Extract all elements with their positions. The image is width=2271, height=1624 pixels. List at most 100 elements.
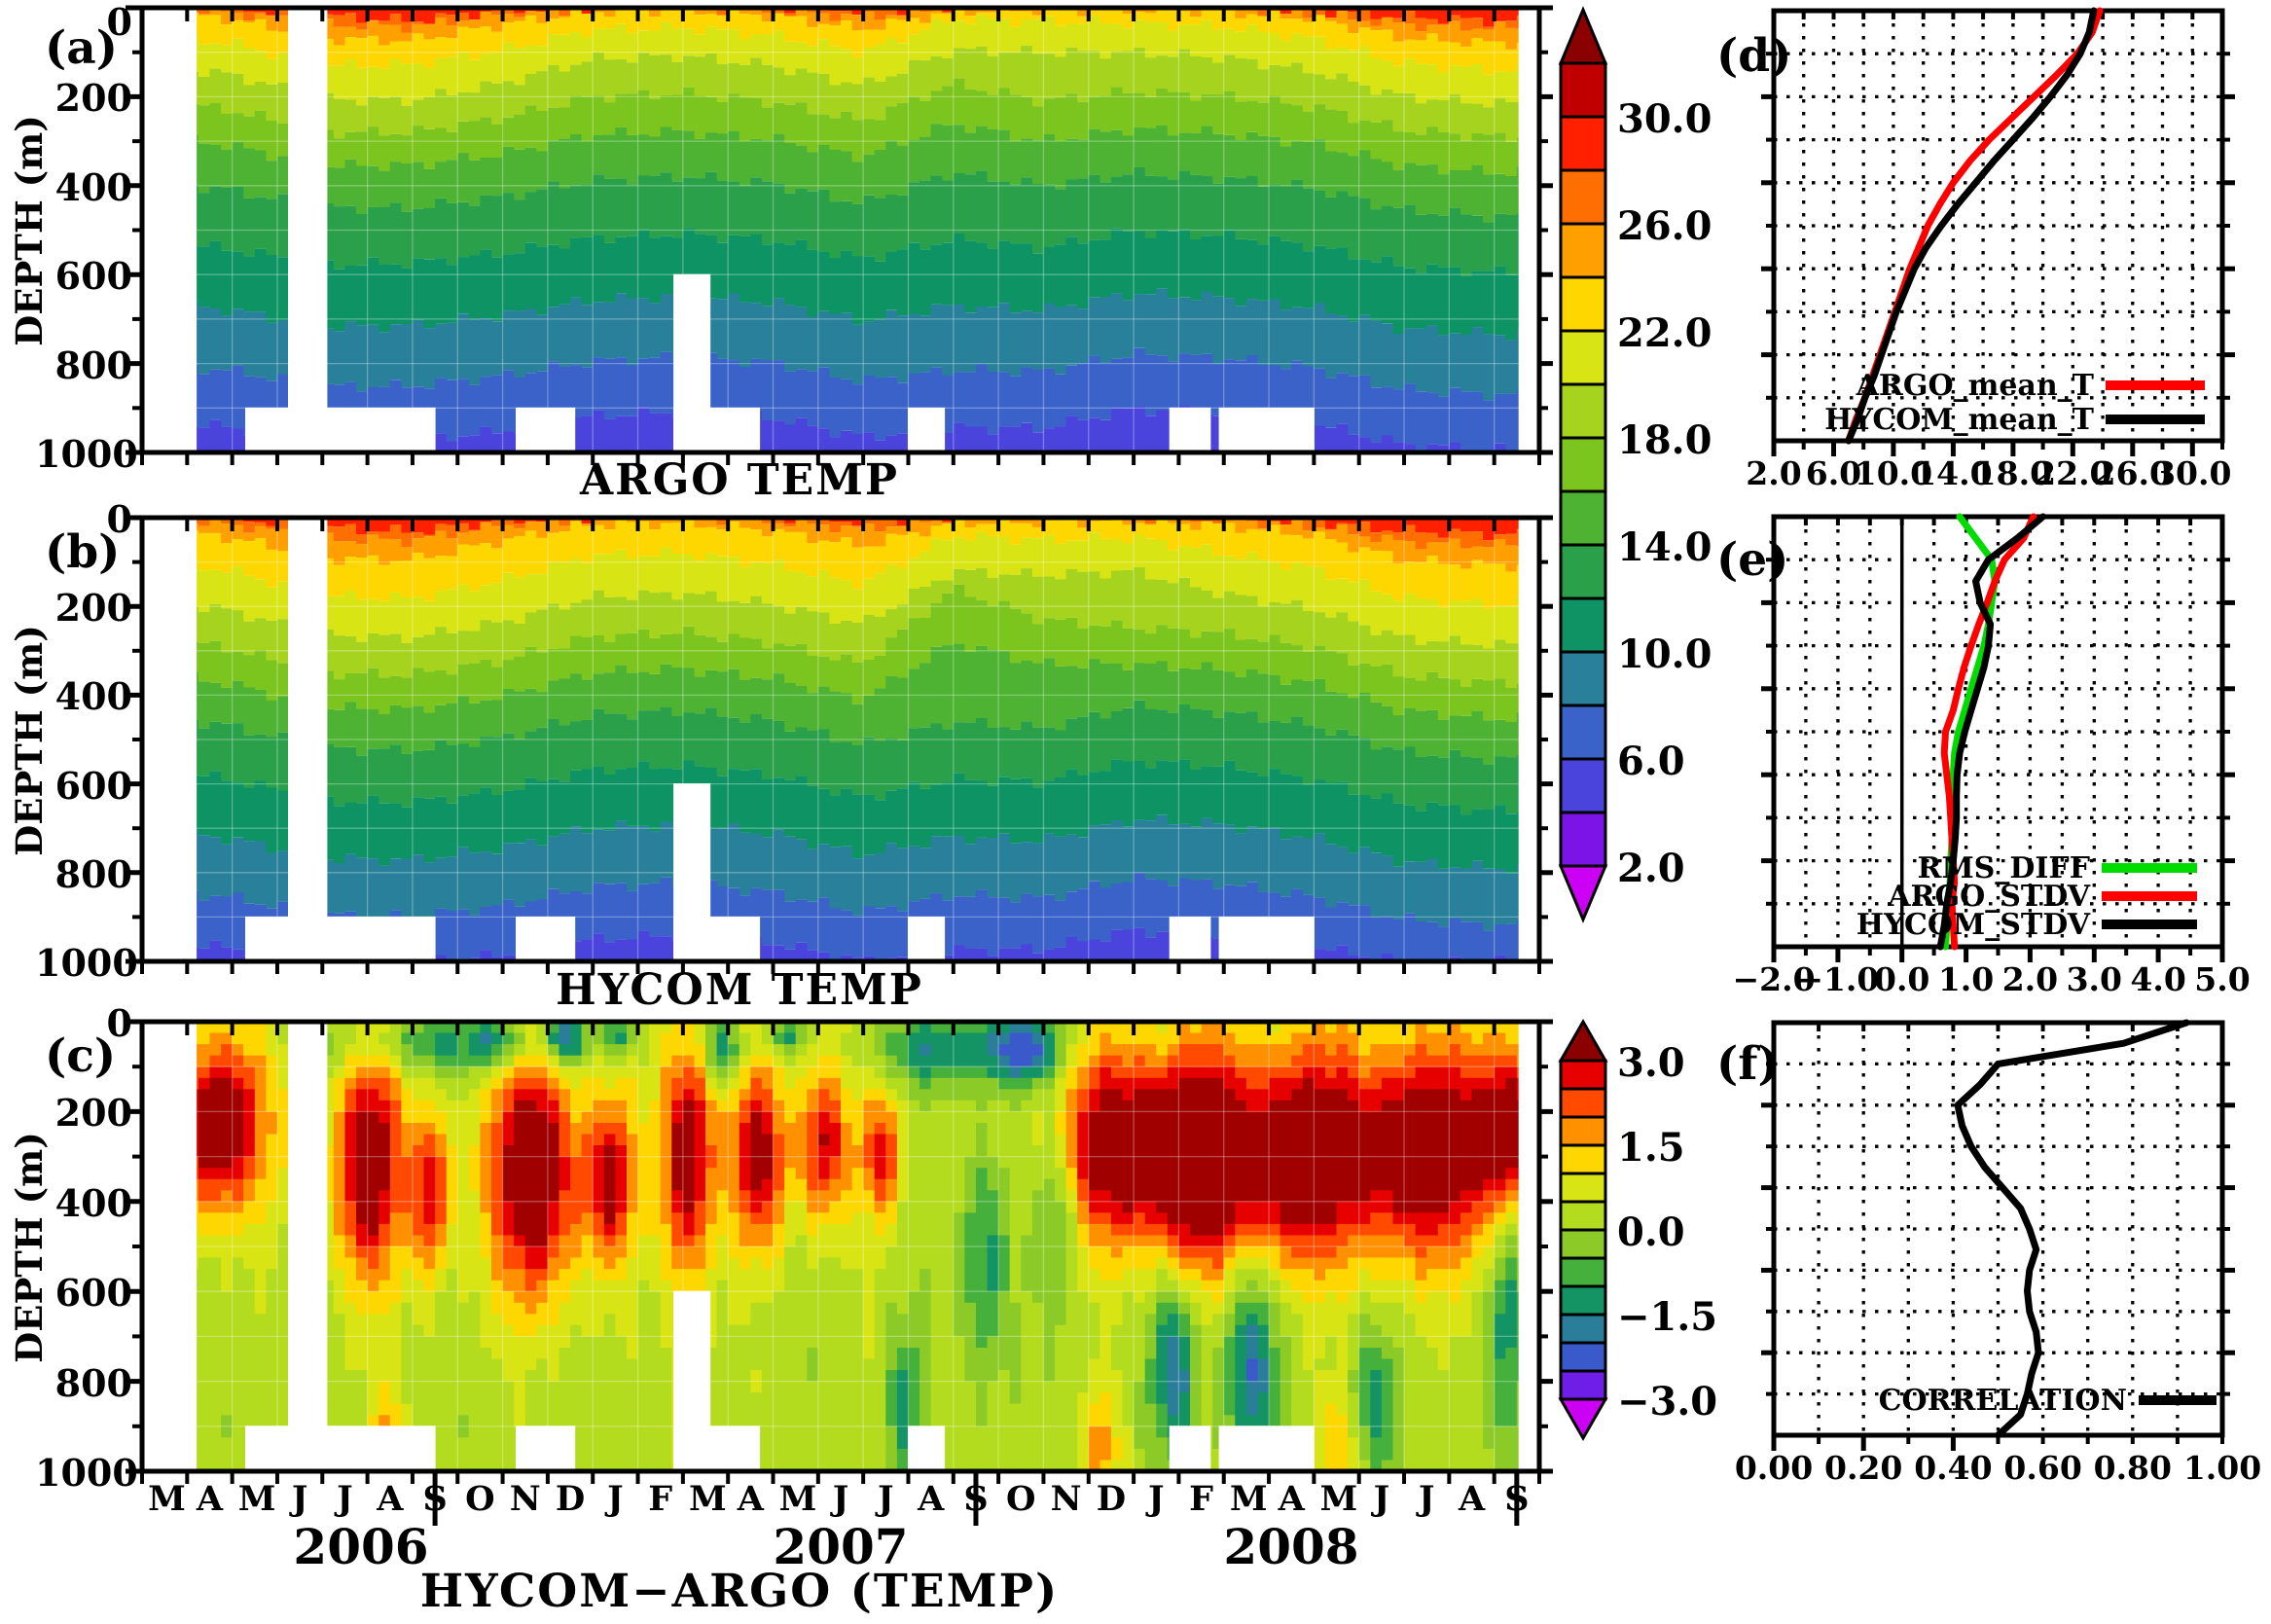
profile-e-x-tick-label: −2.0 xyxy=(1732,960,1816,998)
month-label: O xyxy=(1006,1479,1036,1519)
month-label: A xyxy=(737,1479,764,1519)
year-label-2007: 2007 xyxy=(773,1518,909,1575)
profile-d-x-tick-label: 2.0 xyxy=(1746,454,1802,492)
profile-d-x-tick-label: 30.0 xyxy=(2153,454,2232,492)
depth-tick-label: 800 xyxy=(54,343,132,387)
depth-tick-label: 800 xyxy=(54,851,132,896)
depth-tick-label: 0 xyxy=(106,497,132,541)
month-label: D xyxy=(555,1479,586,1519)
month-label: M xyxy=(148,1479,186,1519)
profile-f-x-tick-label: 0.20 xyxy=(1824,1449,1903,1487)
month-label: J xyxy=(878,1479,894,1519)
month-label: S xyxy=(422,1479,448,1519)
depth-tick-label: 800 xyxy=(54,1360,132,1405)
profile-e-x-tick-label: 0.0 xyxy=(1873,960,1930,998)
depth-tick-label: 600 xyxy=(54,254,132,299)
panel-a-title: ARGO TEMP xyxy=(580,455,899,505)
panel-letter-b: (b) xyxy=(45,525,121,579)
depth-axis-label-b: DEPTH (m) xyxy=(8,625,51,856)
profile-e-x-tick-label: 3.0 xyxy=(2066,960,2122,998)
month-label: J xyxy=(291,1479,308,1519)
depth-axis-label-a: DEPTH (m) xyxy=(8,115,51,346)
profile-d-x-tick-label: 10.0 xyxy=(1854,454,1933,492)
month-label: M xyxy=(689,1479,727,1519)
profile-e-x-tick-label: 4.0 xyxy=(2130,960,2186,998)
profile-e-x-tick-label: −1.0 xyxy=(1796,960,1880,998)
temp-colorbar-tick-label: 10.0 xyxy=(1617,632,1712,677)
month-label: J xyxy=(607,1479,624,1519)
temp-colorbar-tick-label: 22.0 xyxy=(1617,310,1712,356)
month-label: M xyxy=(1319,1479,1358,1519)
depth-tick-label: 1000 xyxy=(35,432,138,476)
depth-tick-label: 0 xyxy=(106,0,132,44)
legend-label-CORRELATION: CORRELATION xyxy=(1879,1384,2127,1418)
depth-tick-label: 1000 xyxy=(35,941,138,985)
month-label: A xyxy=(377,1479,404,1519)
depth-tick-label: 600 xyxy=(54,763,132,808)
legend-label-HYCOM_STDV: HYCOM_STDV xyxy=(1856,908,2091,942)
depth-tick-label: 1000 xyxy=(35,1451,138,1495)
panel-letter-d: (d) xyxy=(1716,29,1792,83)
temp-colorbar-tick-label: 26.0 xyxy=(1617,203,1712,249)
profile-d-x-tick-label: 6.0 xyxy=(1805,454,1862,492)
diff-colorbar-tick-label: 3.0 xyxy=(1617,1040,1685,1086)
depth-tick-label: 400 xyxy=(54,164,132,209)
year-label-2008: 2008 xyxy=(1223,1518,1359,1575)
depth-tick-label: 400 xyxy=(54,674,132,719)
month-label: J xyxy=(832,1479,849,1519)
legend-label-ARGO_mean_T: ARGO_mean_T xyxy=(1856,369,2095,403)
diff-colorbar-tick-label: 1.5 xyxy=(1617,1125,1685,1171)
temp-colorbar-tick-label: 30.0 xyxy=(1617,96,1712,142)
month-label: S xyxy=(1504,1479,1530,1519)
panel-letter-f: (f) xyxy=(1716,1037,1780,1091)
legend-label-HYCOM_mean_T: HYCOM_mean_T xyxy=(1824,403,2095,437)
month-label: A xyxy=(918,1479,945,1519)
month-label: S xyxy=(963,1479,989,1519)
month-label: F xyxy=(1189,1479,1213,1519)
diff-colorbar-tick-label: 0.0 xyxy=(1617,1209,1685,1255)
panel-b-title: HYCOM TEMP xyxy=(556,965,923,1015)
temp-colorbar-tick-label: 2.0 xyxy=(1617,846,1685,891)
month-label: M xyxy=(778,1479,817,1519)
month-label: D xyxy=(1096,1479,1127,1519)
month-label: A xyxy=(196,1479,224,1519)
profile-d-x-tick-label: 18.0 xyxy=(1973,454,2053,492)
profile-f-x-tick-label: 0.80 xyxy=(2093,1449,2172,1487)
depth-tick-label: 400 xyxy=(54,1180,132,1225)
month-label: A xyxy=(1278,1479,1305,1519)
profile-d-x-tick-label: 22.0 xyxy=(2034,454,2112,492)
depth-tick-label: 200 xyxy=(54,586,132,631)
profile-e-x-tick-label: 2.0 xyxy=(2001,960,2059,998)
figure-bottom-title: HYCOM−ARGO (TEMP) xyxy=(419,1565,1060,1618)
profile-e-x-tick-label: 1.0 xyxy=(1937,960,1995,998)
profile-e-x-tick-label: 5.0 xyxy=(2194,960,2251,998)
profile-f-x-tick-label: 0.00 xyxy=(1734,1449,1814,1487)
depth-tick-label: 0 xyxy=(106,1001,132,1045)
month-label: A xyxy=(1458,1479,1486,1519)
temp-colorbar-tick-label: 6.0 xyxy=(1617,739,1685,784)
panel-letter-c: (c) xyxy=(45,1029,117,1083)
legend-label-ARGO_STDV: ARGO_STDV xyxy=(1887,880,2090,914)
depth-tick-label: 200 xyxy=(54,76,132,121)
diff-colorbar-tick-label: −3.0 xyxy=(1617,1379,1718,1425)
month-label: M xyxy=(237,1479,276,1519)
month-label: J xyxy=(1373,1479,1390,1519)
month-label: F xyxy=(648,1479,673,1519)
legend-label-RMS_DIFF: RMS_DIFF xyxy=(1918,851,2090,885)
panel-letter-e: (e) xyxy=(1716,533,1789,587)
month-label: J xyxy=(337,1479,353,1519)
profile-f-x-tick-label: 1.00 xyxy=(2182,1449,2262,1487)
year-label-2006: 2006 xyxy=(293,1518,429,1575)
profile-f-x-tick-label: 0.40 xyxy=(1914,1449,1993,1487)
profile-d-x-tick-label: 26.0 xyxy=(2093,454,2172,492)
temp-colorbar-tick-label: 14.0 xyxy=(1617,524,1712,570)
diff-colorbar-tick-label: −1.5 xyxy=(1617,1294,1718,1340)
temp-colorbar-tick-label: 18.0 xyxy=(1617,417,1712,463)
depth-axis-label-c: DEPTH (m) xyxy=(8,1132,51,1363)
month-label: O xyxy=(465,1479,495,1519)
month-label: N xyxy=(509,1479,541,1519)
month-label: M xyxy=(1229,1479,1268,1519)
month-label: J xyxy=(1418,1479,1435,1519)
